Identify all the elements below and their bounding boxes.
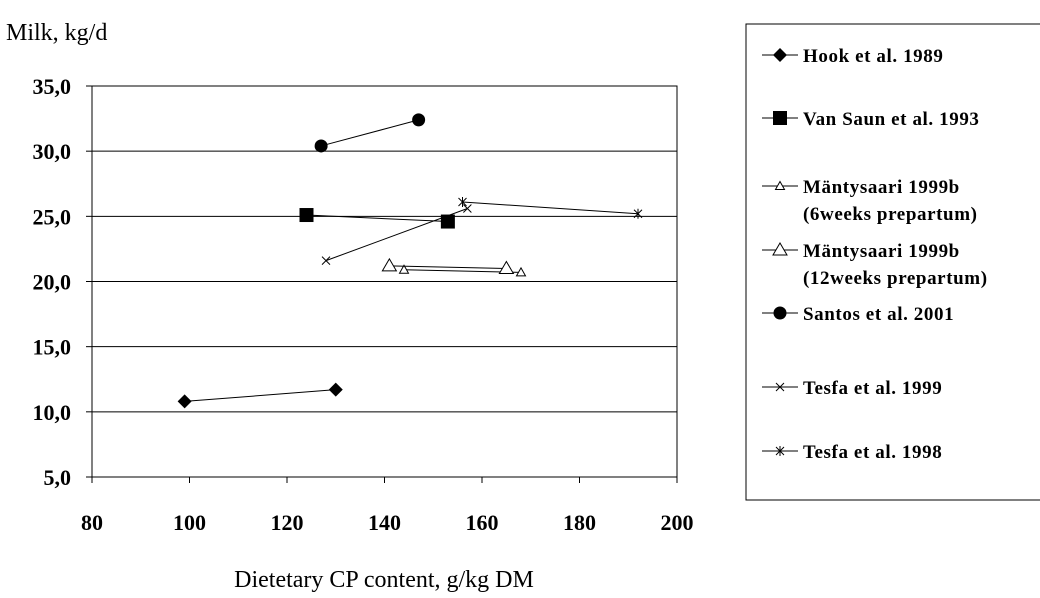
legend-label: Tesfa et al. 1999	[803, 378, 942, 399]
legend: Hook et al. 1989 Van Saun et al. 1993 Mänt…	[745, 23, 1040, 501]
data-point	[440, 214, 455, 229]
marker-stroke	[463, 204, 472, 213]
series-line	[320, 119, 419, 147]
y-tick-label: 30,0	[33, 139, 72, 164]
data-point	[177, 394, 192, 409]
series	[299, 208, 455, 229]
legend-label: Mäntysaari 1999b	[803, 177, 960, 198]
series-line	[184, 389, 336, 402]
legend-entry: Hook et al. 1989	[762, 46, 944, 67]
series	[321, 204, 472, 266]
series-line	[306, 214, 448, 223]
legend-label: Van Saun et al. 1993	[803, 109, 980, 130]
data-point	[515, 266, 527, 277]
legend-label: Mäntysaari 1999b	[803, 241, 960, 262]
x-axis-title: Dietetary CP content, g/kg DM	[234, 567, 534, 593]
data-point	[633, 208, 643, 219]
data-point	[321, 256, 331, 266]
y-tick-label: 20,0	[33, 270, 72, 295]
series-line	[325, 208, 468, 262]
data-point	[381, 257, 398, 272]
legend-entry: Mäntysaari 1999b (12weeks prepartum)	[762, 241, 988, 289]
legend-entry: Mäntysaari 1999b (6weeks prepartum)	[762, 177, 978, 225]
data-point	[458, 196, 467, 207]
y-tick-label: 35,0	[33, 74, 72, 99]
series	[177, 382, 343, 409]
plot-area: 5,0 10,0 15,0 20,0 25,0 30,0 35,0 80 100 120 140 16…	[33, 74, 694, 535]
marker-stroke	[321, 256, 331, 266]
legend-box	[745, 23, 1040, 501]
data-point	[463, 204, 472, 213]
data-point	[398, 264, 410, 274]
series	[381, 257, 515, 274]
x-tick-label: 180	[563, 510, 596, 535]
legend-label: (12weeks prepartum)	[803, 268, 988, 289]
data-point	[498, 260, 515, 274]
legend-label: Tesfa et al. 1998	[803, 442, 942, 463]
x-tick-label: 120	[271, 510, 304, 535]
legend-marker	[773, 48, 787, 62]
x-tick-label: 140	[368, 510, 401, 535]
legend-label: (6weeks prepartum)	[803, 204, 978, 225]
y-tick-label: 15,0	[33, 335, 72, 360]
legend-entry: Tesfa et al. 1999	[762, 378, 942, 399]
data-point	[328, 382, 343, 397]
x-tick-label: 80	[81, 510, 103, 535]
data-point	[412, 113, 426, 127]
series	[314, 113, 426, 153]
y-axis-title: Milk, kg/d	[6, 20, 107, 46]
legend-label: Santos et al. 2001	[803, 304, 954, 325]
x-tick-label: 200	[661, 510, 694, 535]
y-tick-label: 5,0	[44, 465, 72, 490]
data-point	[314, 139, 328, 153]
legend-marker	[775, 446, 785, 456]
marker-stroke	[775, 382, 785, 392]
legend-marker	[773, 111, 787, 125]
data-point	[299, 208, 314, 223]
x-tick-label: 100	[173, 510, 206, 535]
series	[398, 264, 527, 277]
y-tick-label: 10,0	[33, 400, 72, 425]
y-tick-label: 25,0	[33, 204, 72, 229]
legend-entry: Tesfa et al. 1998	[762, 442, 942, 463]
series-line	[462, 201, 639, 215]
series-line	[389, 265, 507, 269]
series	[458, 196, 643, 219]
legend-marker	[774, 180, 786, 190]
x-tick-label: 160	[466, 510, 499, 535]
legend-entry: Van Saun et al. 1993	[762, 109, 980, 130]
legend-entry: Santos et al. 2001	[762, 304, 954, 325]
legend-marker	[773, 306, 787, 320]
legend-marker	[772, 242, 788, 256]
legend-marker	[775, 382, 785, 392]
legend-label: Hook et al. 1989	[803, 46, 944, 67]
